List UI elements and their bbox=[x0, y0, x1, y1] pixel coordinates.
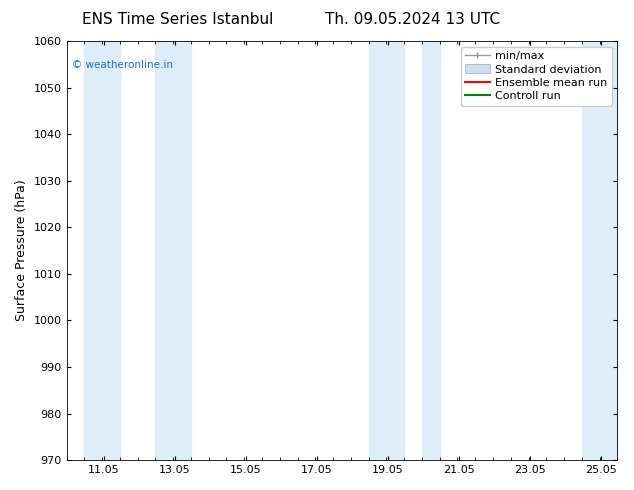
Text: © weatheronline.in: © weatheronline.in bbox=[72, 60, 173, 70]
Text: ENS Time Series Istanbul: ENS Time Series Istanbul bbox=[82, 12, 273, 27]
Bar bbox=[422, 41, 440, 460]
Bar bbox=[155, 41, 191, 460]
Text: Th. 09.05.2024 13 UTC: Th. 09.05.2024 13 UTC bbox=[325, 12, 500, 27]
Bar bbox=[582, 41, 618, 460]
Legend: min/max, Standard deviation, Ensemble mean run, Controll run: min/max, Standard deviation, Ensemble me… bbox=[461, 47, 612, 106]
Y-axis label: Surface Pressure (hPa): Surface Pressure (hPa) bbox=[15, 180, 28, 321]
Bar bbox=[368, 41, 404, 460]
Bar bbox=[84, 41, 120, 460]
